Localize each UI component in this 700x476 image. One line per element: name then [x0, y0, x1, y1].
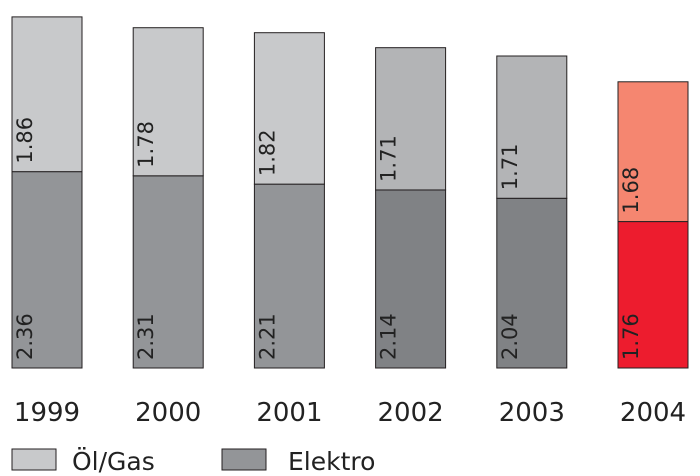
- value-label-oel-gas-1999: 1.86: [13, 117, 37, 164]
- value-label-elektro-2004: 1.76: [619, 313, 643, 360]
- category-label-2001: 2001: [256, 398, 322, 428]
- value-label-oel-gas-2002: 1.71: [377, 135, 401, 182]
- value-label-elektro-2002: 2.14: [377, 313, 401, 360]
- category-labels-group: 1999 2000 2001 2002 2003 2004: [14, 398, 686, 428]
- category-label-2002: 2002: [378, 398, 444, 428]
- bar-oel-gas-2003: [496, 55, 568, 199]
- bar-elektro-2003: [496, 197, 568, 369]
- legend-swatch-oel-gas: [11, 448, 57, 471]
- bar-oel-gas-2004: [617, 81, 689, 223]
- bar-elektro-1999: [11, 171, 83, 369]
- bar-oel-gas-1999: [11, 16, 83, 173]
- bar-elektro-2001: [253, 183, 325, 369]
- bar-oel-gas-2002: [375, 47, 447, 191]
- legend-swatch-elektro: [221, 448, 267, 471]
- bar-elektro-2002: [375, 189, 447, 369]
- legend-label-oel-gas: Öl/Gas: [72, 447, 155, 476]
- bar-oel-gas-2001: [253, 32, 325, 185]
- category-label-1999: 1999: [14, 398, 80, 428]
- value-label-oel-gas-2001: 1.82: [255, 129, 279, 176]
- value-label-elektro-2001: 2.21: [255, 313, 279, 360]
- category-label-2003: 2003: [499, 398, 565, 428]
- bar-elektro-2004: [617, 221, 689, 369]
- value-labels-group: 2.36 1.86 2.31 1.78 2.21 1.82 2.14 1.71 2.04 1.71…: [13, 117, 643, 360]
- value-label-elektro-1999: 2.36: [13, 313, 37, 360]
- category-label-2000: 2000: [135, 398, 201, 428]
- legend-label-elektro: Elektro: [288, 447, 375, 476]
- value-label-elektro-2000: 2.31: [134, 313, 158, 360]
- bars-group: [11, 16, 689, 369]
- legend: Öl/Gas Elektro: [11, 447, 375, 476]
- value-label-elektro-2003: 2.04: [498, 313, 522, 360]
- value-label-oel-gas-2004: 1.68: [619, 167, 643, 214]
- value-label-oel-gas-2000: 1.78: [134, 121, 158, 168]
- category-label-2004: 2004: [620, 398, 686, 428]
- value-label-oel-gas-2003: 1.71: [498, 144, 522, 191]
- bar-oel-gas-2000: [132, 27, 204, 177]
